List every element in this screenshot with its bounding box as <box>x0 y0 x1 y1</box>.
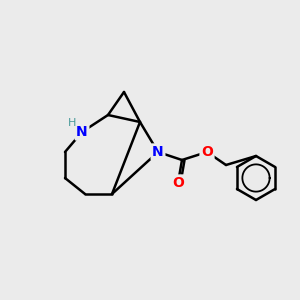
Text: O: O <box>172 176 184 190</box>
Text: N: N <box>152 145 164 159</box>
Text: N: N <box>76 125 88 139</box>
Text: O: O <box>201 145 213 159</box>
Text: H: H <box>68 118 76 128</box>
